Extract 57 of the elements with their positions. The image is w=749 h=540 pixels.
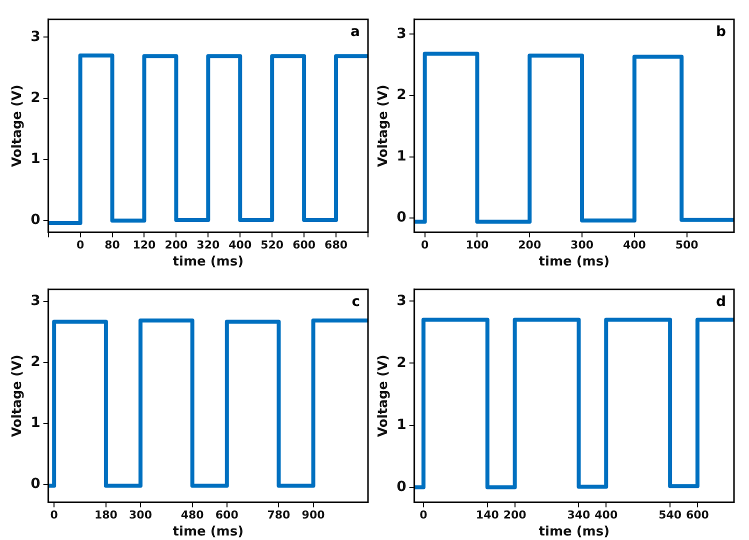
y-tick-label: 0	[30, 212, 41, 228]
y-tick-label: 3	[396, 26, 406, 42]
x-tick-label: 500	[675, 238, 699, 252]
y-tick-label: 3	[30, 293, 40, 310]
annotation: d	[716, 294, 726, 310]
x-axis-title: time (ms)	[172, 254, 244, 270]
x-tick-label: 400	[622, 238, 646, 252]
y-tick-label: 2	[396, 354, 406, 371]
x-tick-label: 120	[132, 238, 156, 252]
x-tick-label: 400	[228, 238, 252, 252]
x-tick-label: 320	[196, 238, 220, 252]
y-tick-label: 1	[396, 148, 406, 164]
x-tick-label: 600	[686, 508, 710, 522]
y-tick-label: 1	[396, 416, 406, 433]
y-axis-title: Voltage (V)	[10, 354, 26, 437]
x-tick-label: 200	[164, 238, 188, 252]
x-tick-label: 140	[476, 508, 500, 522]
y-axis-title: Voltage (V)	[376, 354, 392, 437]
y-axis-title: Voltage (V)	[10, 84, 26, 167]
x-tick-label: 400	[594, 508, 618, 522]
x-tick-label: 180	[94, 508, 118, 522]
x-tick-label: 340	[567, 508, 591, 522]
x-tick-label: 780	[267, 508, 291, 522]
x-tick-label: 0	[76, 238, 84, 252]
x-tick-label: 300	[570, 238, 594, 252]
x-tick-label: 480	[180, 508, 204, 522]
x-tick-label: 0	[420, 238, 429, 252]
x-tick-label: 600	[215, 508, 239, 522]
y-axis-title: Voltage (V)	[376, 84, 392, 167]
y-tick-label: 3	[30, 28, 40, 45]
x-axis-title: time (ms)	[172, 524, 244, 540]
y-tick-label: 0	[396, 210, 407, 226]
x-axis-title: time (ms)	[538, 254, 610, 270]
y-tick-label: 2	[396, 87, 406, 104]
x-tick-label: 520	[260, 238, 284, 252]
x-tick-label: 680	[324, 238, 348, 252]
x-axis-title: time (ms)	[538, 524, 610, 540]
x-tick-label: 200	[518, 238, 542, 252]
y-tick-label: 2	[30, 354, 40, 370]
x-tick-label: 100	[466, 238, 490, 252]
x-tick-label: 0	[50, 508, 58, 522]
y-tick-label: 0	[30, 476, 41, 492]
annotation: a	[350, 24, 360, 40]
y-tick-label: 1	[30, 415, 40, 432]
y-tick-label: 0	[396, 478, 407, 495]
x-tick-label: 900	[302, 508, 326, 522]
x-tick-label: 300	[129, 508, 152, 522]
y-tick-label: 2	[30, 90, 40, 106]
x-tick-label: 80	[104, 238, 120, 252]
y-tick-label: 1	[30, 151, 40, 168]
x-tick-label: 200	[503, 508, 527, 522]
x-tick-label: 0	[420, 508, 428, 522]
x-tick-label: 600	[292, 238, 316, 252]
annotation: c	[352, 294, 360, 310]
annotation: b	[716, 24, 726, 40]
y-tick-label: 3	[396, 292, 406, 309]
x-tick-label: 540	[658, 508, 682, 522]
